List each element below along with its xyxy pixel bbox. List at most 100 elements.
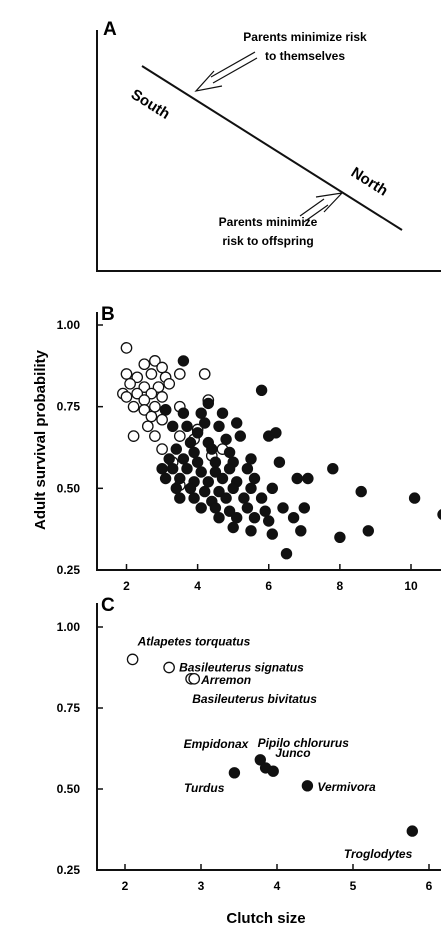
temperate-species-point xyxy=(280,548,293,560)
temperate-species-point xyxy=(227,521,239,534)
temperate-species-point xyxy=(223,463,236,475)
panel-b-x-tick-label: 2 xyxy=(123,579,130,593)
panel-c-x-tick-label: 5 xyxy=(350,879,357,893)
temperate-species-point xyxy=(199,417,211,429)
temperate-species-point xyxy=(334,531,346,543)
temperate-species-point xyxy=(266,528,278,540)
temperate-species-point xyxy=(220,492,232,504)
species-point-basileuterus-bivitatus xyxy=(188,672,201,685)
temperate-species-point xyxy=(277,502,289,514)
temperate-species-point xyxy=(202,476,215,488)
temperate-species-point xyxy=(241,463,254,475)
temperate-species-point xyxy=(302,472,314,485)
tropical-species-point xyxy=(138,404,151,416)
species-point-atlapetes-torquatus xyxy=(126,653,139,666)
temperate-species-point xyxy=(177,355,190,367)
panel-c-y-ticks: 0.25 0.50 0.75 1.00 xyxy=(57,620,103,877)
temperate-species-point xyxy=(199,485,211,498)
temperate-species-point xyxy=(174,492,186,504)
panel-b-x-tick-label: 10 xyxy=(404,579,418,593)
temperate-species-point xyxy=(362,525,374,537)
temperate-species-point xyxy=(295,525,307,537)
temperate-species-point xyxy=(167,420,179,432)
tropical-species-point xyxy=(149,400,161,413)
tropical-species-point xyxy=(127,400,140,413)
panel-c-x-tick-label: 3 xyxy=(198,879,205,893)
temperate-species-point xyxy=(255,384,268,396)
temperate-species-point xyxy=(408,492,421,504)
temperate-species-point xyxy=(238,492,250,504)
temperate-species-point xyxy=(202,397,215,410)
panel-a-axes xyxy=(96,30,441,272)
tropical-species-point xyxy=(141,420,154,433)
temperate-species-point xyxy=(245,525,257,537)
temperate-species-point xyxy=(191,427,204,439)
tropical-species-point xyxy=(156,391,168,403)
panel-b-y-tick-label: 0.25 xyxy=(57,563,81,577)
panel-b: B 0.25 0.50 0.75 1.00 2 4 6 8 10 xyxy=(57,304,441,593)
temperate-species-point xyxy=(298,502,310,514)
tropical-species-point xyxy=(124,377,136,390)
temperate-species-point xyxy=(231,512,243,524)
panel-c-letter: C xyxy=(101,595,115,616)
arrow-to-self-icon xyxy=(194,51,258,92)
species-label: Pipilo chlorurus xyxy=(258,736,350,750)
temperate-species-point xyxy=(255,492,268,504)
temperate-species-point xyxy=(355,485,367,498)
temperate-species-point xyxy=(191,456,204,468)
panel-c-points: Atlapetes torquatus Basileuterus signatus… xyxy=(126,634,418,861)
temperate-species-point xyxy=(223,505,236,517)
tropical-species-point xyxy=(156,361,168,374)
tropical-species-point xyxy=(120,342,133,354)
temperate-species-point xyxy=(174,472,186,485)
temperate-species-point xyxy=(234,430,247,442)
panel-b-y-tick-label: 1.00 xyxy=(57,318,81,332)
panel-b-y-tick-label: 0.75 xyxy=(57,400,81,414)
temperate-species-point xyxy=(220,433,232,445)
species-point-troglodytes xyxy=(406,825,418,837)
x-axis-title: Clutch size xyxy=(226,910,305,927)
tropical-species-point xyxy=(131,371,144,384)
temperate-species-point xyxy=(227,482,239,494)
species-label: Empidonax xyxy=(184,737,250,751)
panel-b-points xyxy=(117,342,441,560)
temperate-species-point xyxy=(263,515,275,527)
tropical-species-point xyxy=(149,355,161,367)
gradient-line xyxy=(141,65,403,231)
temperate-species-point xyxy=(170,443,183,455)
temperate-species-point xyxy=(184,482,197,494)
panel-b-x-ticks: 2 4 6 8 10 xyxy=(123,564,418,593)
temperate-species-point xyxy=(184,436,197,449)
temperate-species-point xyxy=(213,485,225,498)
tropical-species-point xyxy=(127,430,140,442)
tropical-species-point xyxy=(156,443,168,455)
temperate-species-point xyxy=(163,453,175,465)
temperate-species-point xyxy=(231,417,243,429)
panel-b-x-tick-label: 6 xyxy=(265,579,272,593)
north-label: North xyxy=(348,164,391,200)
temperate-species-point xyxy=(167,463,179,475)
tropical-species-point xyxy=(120,391,133,403)
arrow-to-offspring-icon xyxy=(299,192,344,223)
tropical-species-point xyxy=(156,413,168,426)
temperate-species-point xyxy=(241,502,254,514)
temperate-species-point xyxy=(188,492,200,504)
panel-c-y-tick-label: 0.75 xyxy=(57,701,81,715)
tropical-species-point xyxy=(145,387,158,400)
species-label: Troglodytes xyxy=(344,847,413,861)
temperate-species-point xyxy=(195,466,207,478)
panel-c-y-tick-label: 0.25 xyxy=(57,863,81,877)
temperate-species-point xyxy=(273,456,286,468)
temperate-species-point xyxy=(181,420,193,432)
temperate-species-point xyxy=(195,407,207,419)
temperate-species-point xyxy=(245,453,257,465)
temperate-species-point xyxy=(216,407,229,419)
tropical-species-point xyxy=(149,430,161,442)
tropical-species-point xyxy=(131,387,144,400)
panel-c-y-tick-label: 1.00 xyxy=(57,620,81,634)
tropical-species-point xyxy=(145,368,158,380)
temperate-species-point xyxy=(195,502,207,514)
species-point-junco xyxy=(267,765,279,777)
species-point-empidonax xyxy=(254,754,266,766)
